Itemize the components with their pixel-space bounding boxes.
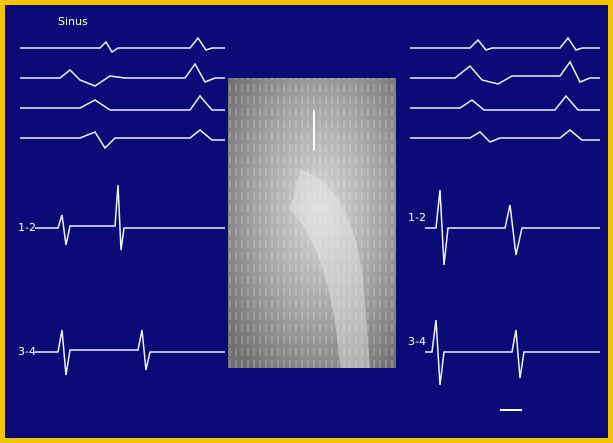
right-channel-label: 1-2	[408, 211, 426, 224]
left-channel-label: 3-4	[18, 345, 36, 358]
figure: Sinus 1-2 3-4 1-2 3-4	[0, 0, 613, 443]
left-channel-label: 1-2	[18, 221, 36, 234]
right-channel-label: 3-4	[408, 335, 426, 348]
page: {"figure": {"title": "Sinus", "left_chan…	[0, 0, 613, 443]
fluoroscopy-image	[228, 78, 396, 368]
figure-title: Sinus	[58, 15, 88, 28]
